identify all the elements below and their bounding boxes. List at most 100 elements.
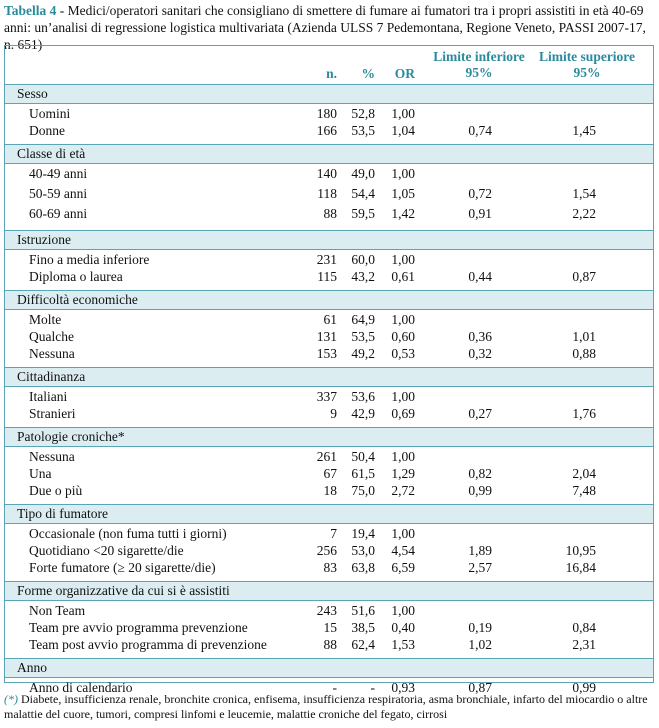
cell-or: 1,53 [391, 637, 415, 652]
header-line: Limite inferiore [433, 49, 525, 64]
cell-pct: 19,4 [351, 526, 375, 541]
group-header: Tipo di fumatore [5, 504, 653, 524]
cell-or: 2,72 [391, 483, 415, 498]
cell-hi: 1,76 [572, 406, 596, 421]
cell-pct: 51,6 [351, 603, 375, 618]
header-line: 95% [573, 65, 601, 80]
cell-n: 9 [330, 406, 337, 421]
group-name: Sesso [17, 86, 48, 101]
cell-hi: 2,04 [572, 466, 596, 481]
group-header: Sesso [5, 84, 653, 104]
cell-or: 1,00 [391, 106, 415, 121]
cell-or: 0,53 [391, 346, 415, 361]
group-name: Cittadinanza [17, 369, 86, 384]
cell-pct: 53,6 [351, 389, 375, 404]
cell-pct: - [370, 680, 376, 695]
cell-n: 337 [316, 389, 337, 404]
group-name: Tipo di fumatore [17, 506, 108, 521]
header-lo: Limite inferiore 95% [419, 49, 539, 81]
cell-lo: 0,91 [468, 206, 492, 221]
cell-n: 7 [330, 526, 337, 541]
cell-pct: 64,9 [351, 312, 375, 327]
footnote-marker: (*) [4, 692, 18, 706]
cell-hi: 0,88 [572, 346, 596, 361]
cell-or: 1,00 [391, 449, 415, 464]
cell-hi: 0,84 [572, 620, 596, 635]
cell-lo: 0,44 [468, 269, 492, 284]
row-label: Nessuna [29, 449, 75, 464]
cell-lo: 0,99 [468, 483, 492, 498]
cell-lo: 0,74 [468, 123, 492, 138]
row-label: Team pre avvio programma prevenzione [29, 620, 248, 635]
cell-n: 166 [316, 123, 337, 138]
cell-n: 67 [323, 466, 338, 481]
group-name: Patologie croniche* [17, 429, 125, 444]
cell-or: 0,60 [391, 329, 415, 344]
row-label: Italiani [29, 389, 68, 404]
cell-or: 1,00 [391, 389, 415, 404]
cell-n: 88 [323, 206, 338, 221]
cell-or: 1,42 [391, 206, 415, 221]
row-label: Nessuna [29, 346, 75, 361]
group-name: Classe di età [17, 146, 86, 161]
cell-pct: 63,8 [351, 560, 375, 575]
group-header: Cittadinanza [5, 367, 653, 387]
row-label: Qualche [29, 329, 74, 344]
header-line: Limite superiore [538, 49, 636, 64]
cell-hi: 1,01 [572, 329, 596, 344]
cell-pct: 38,5 [351, 620, 375, 635]
cell-or: 0,40 [391, 620, 415, 635]
cell-or: 1,29 [391, 466, 415, 481]
cell-or: 1,00 [391, 166, 415, 181]
cell-pct: 49,0 [351, 166, 375, 181]
cell-or: 0,61 [391, 269, 415, 284]
cell-pct: 53,0 [351, 543, 375, 558]
cell-or: 1,00 [391, 312, 415, 327]
cell-hi: 2,22 [572, 206, 596, 221]
cell-n: 83 [323, 560, 338, 575]
row-label: Occasionale (non fuma tutti i giorni) [29, 526, 227, 541]
group-header: Forme organizzative da cui si è assistit… [5, 581, 653, 601]
cell-or: 1,00 [391, 603, 415, 618]
row-label: Non Team [29, 603, 86, 618]
cell-hi: 0,87 [572, 269, 596, 284]
row-label: Donne [29, 123, 65, 138]
row-label: 40-49 anni [29, 166, 88, 181]
row-label: Team post avvio programma di prevenzione [29, 637, 267, 652]
row-label: Forte fumatore (≥ 20 sigarette/die) [29, 560, 216, 575]
cell-pct: 61,5 [351, 466, 375, 481]
cell-lo: 0,72 [468, 186, 492, 201]
title: Tabella 4 - Medici/operatori sanitari ch… [4, 2, 654, 53]
cell-lo: 0,19 [468, 620, 492, 635]
cell-pct: 50,4 [351, 449, 375, 464]
cell-hi: 7,48 [572, 483, 596, 498]
header-or: OR [394, 66, 415, 81]
group-name: Forme organizzative da cui si è assistit… [17, 583, 230, 598]
row-label: Diploma o laurea [29, 269, 123, 284]
cell-pct: 43,2 [351, 269, 375, 284]
cell-lo: 0,27 [468, 406, 492, 421]
row-label: Due o più [29, 483, 83, 498]
group-name: Istruzione [17, 232, 71, 247]
cell-n: 15 [323, 620, 338, 635]
cell-n: 115 [317, 269, 337, 284]
cell-pct: 53,5 [351, 123, 375, 138]
cell-or: 1,04 [391, 123, 415, 138]
cell-pct: 49,2 [351, 346, 375, 361]
header-line: 95% [465, 65, 493, 80]
cell-n: - [332, 680, 338, 695]
cell-n: 180 [316, 106, 337, 121]
header-hi: Limite superiore 95% [527, 49, 647, 81]
row-label: Molte [29, 312, 62, 327]
row-label: Uomini [29, 106, 71, 121]
cell-hi: 0,99 [572, 680, 596, 695]
cell-n: 256 [316, 543, 337, 558]
row-label: Quotidiano <20 sigarette/die [29, 543, 184, 558]
row-label: Stranieri [29, 406, 76, 421]
table-number: Tabella 4 [4, 3, 57, 18]
cell-or: 1,05 [391, 186, 415, 201]
cell-pct: 42,9 [351, 406, 375, 421]
cell-lo: 1,89 [468, 543, 492, 558]
cell-or: 1,00 [391, 526, 415, 541]
